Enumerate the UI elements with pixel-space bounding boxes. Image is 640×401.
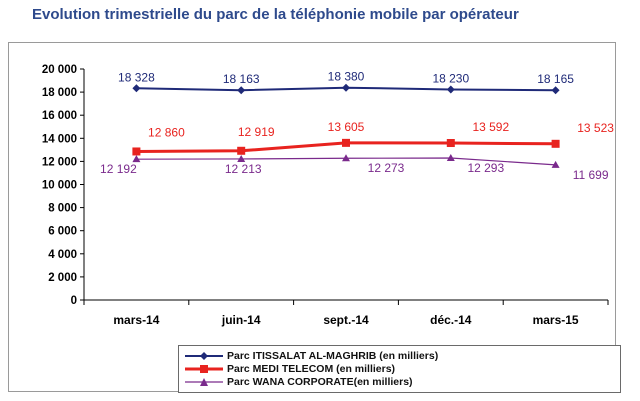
data-point xyxy=(132,84,141,93)
y-tick-label: 2 000 xyxy=(48,272,77,284)
x-tick-label: sept.-14 xyxy=(323,313,369,327)
data-label: 13 523 xyxy=(577,121,614,135)
y-tick-label: 8 000 xyxy=(48,203,77,215)
y-tick-label: 12 000 xyxy=(42,156,77,168)
data-label: 18 165 xyxy=(537,72,574,86)
legend-label-meditelecom: Parc MEDI TELECOM (en milliers) xyxy=(227,362,396,375)
data-label: 12 919 xyxy=(238,125,275,139)
data-label: 12 293 xyxy=(467,161,504,175)
data-point xyxy=(551,86,560,95)
y-tick-label: 10 000 xyxy=(42,180,77,192)
legend-item-wana: Parc WANA CORPORATE(en milliers) xyxy=(185,375,620,388)
legend-label-wana: Parc WANA CORPORATE(en milliers) xyxy=(227,375,413,388)
y-tick-label: 6 000 xyxy=(48,226,77,238)
y-tick-label: 18 000 xyxy=(42,87,77,99)
x-tick-label: déc.-14 xyxy=(430,313,472,327)
data-point xyxy=(237,146,246,155)
data-label: 18 380 xyxy=(328,70,365,84)
legend-item-meditelecom: Parc MEDI TELECOM (en milliers) xyxy=(185,362,620,375)
y-tick-label: 0 xyxy=(71,295,77,307)
data-labels-layer: 18 328 18 163 18 380 18 230 18 165 12 860 12 9… xyxy=(100,70,614,182)
data-label: 18 328 xyxy=(118,70,155,84)
data-point xyxy=(342,138,350,147)
data-point xyxy=(551,160,560,168)
y-tick-label: 14 000 xyxy=(42,133,77,145)
data-point xyxy=(342,154,350,162)
x-tick-label: juin-14 xyxy=(221,313,261,327)
legend-swatch-meditelecom xyxy=(185,364,223,373)
data-point xyxy=(237,86,246,95)
chart-title: Evolution trimestrielle du parc de la té… xyxy=(32,6,519,23)
data-point xyxy=(551,139,560,148)
legend-swatch-itissalat xyxy=(185,351,223,360)
data-point xyxy=(446,85,455,94)
data-point xyxy=(237,154,246,162)
legend: Parc ITISSALAT AL-MAGHRIB (en milliers) … xyxy=(178,345,621,393)
data-label: 12 192 xyxy=(100,162,137,176)
axes: 0 2 000 4 000 6 000 8 000 10 000 12 000 14 000 1… xyxy=(42,64,609,327)
data-label: 18 230 xyxy=(432,71,469,85)
y-tick-label: 16 000 xyxy=(42,110,77,122)
x-tick-label: mars-15 xyxy=(533,313,579,327)
series-layer xyxy=(132,83,560,168)
data-label: 13 592 xyxy=(472,120,509,134)
data-label: 11 699 xyxy=(573,168,609,182)
legend-item-itissalat: Parc ITISSALAT AL-MAGHRIB (en milliers) xyxy=(185,349,620,362)
data-label: 12 273 xyxy=(368,161,405,175)
data-label: 13 605 xyxy=(328,120,365,134)
legend-swatch-wana xyxy=(185,377,223,386)
legend-label-itissalat: Parc ITISSALAT AL-MAGHRIB (en milliers) xyxy=(227,349,439,362)
data-point xyxy=(132,147,141,156)
x-tick-label: mars-14 xyxy=(113,313,159,327)
data-point xyxy=(132,155,141,163)
data-label: 12 213 xyxy=(225,162,262,176)
data-point xyxy=(446,139,455,148)
y-tick-label: 20 000 xyxy=(42,64,77,76)
data-label: 12 860 xyxy=(148,125,185,139)
data-point xyxy=(342,83,350,92)
data-label: 18 163 xyxy=(223,72,260,86)
y-tick-label: 4 000 xyxy=(48,249,77,261)
data-point xyxy=(446,154,455,162)
